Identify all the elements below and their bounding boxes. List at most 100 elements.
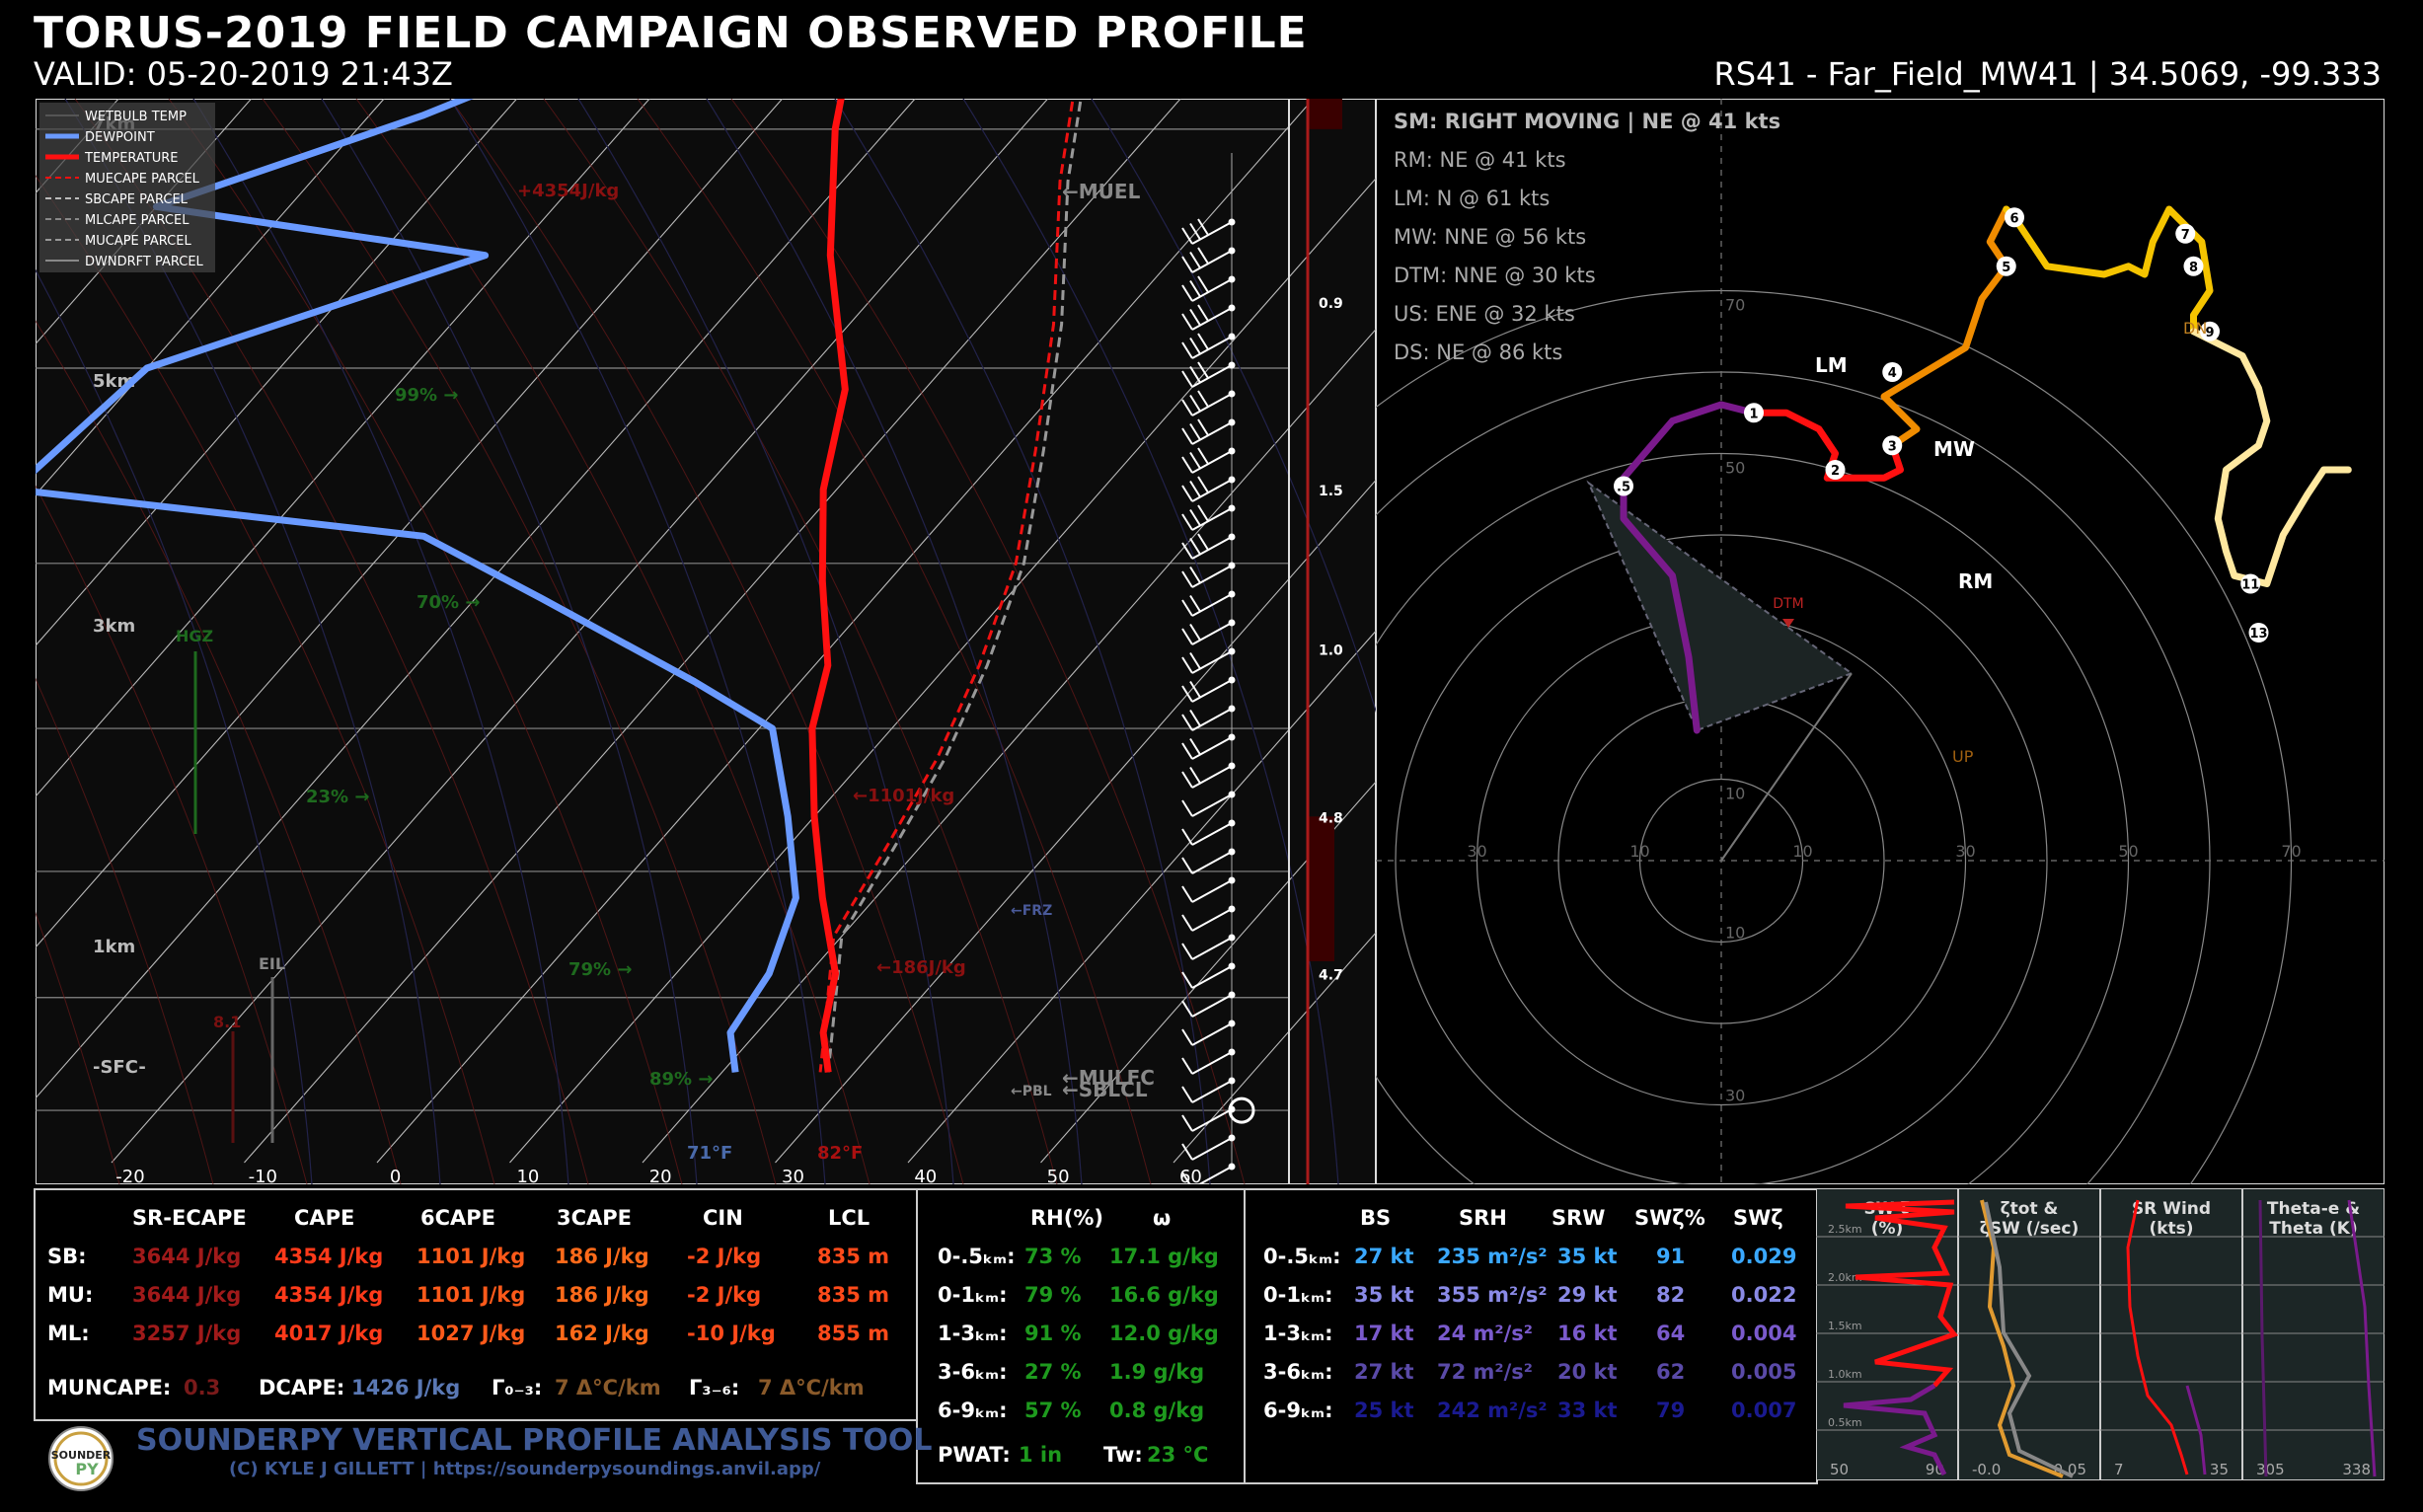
srwind-trace-low (2185, 1385, 2207, 1475)
kinematic-cell: 0.007 (1731, 1399, 1797, 1422)
temp-tick-label: 10 (516, 1167, 539, 1184)
wind-barb-flag (1181, 656, 1193, 674)
wind-barb-flag (1189, 737, 1201, 756)
hdr-swz: SWζ (1733, 1206, 1783, 1230)
thermo-cell: 835 m (817, 1245, 890, 1268)
hdr-6cape: 6CAPE (420, 1206, 496, 1230)
footer-title: SOUNDERPY VERTICAL PROFILE ANALYSIS TOOL (136, 1423, 933, 1458)
wind-barb-flag (1189, 537, 1201, 556)
kinematic-cell: 242 m²/s² (1437, 1399, 1548, 1422)
wind-barb-flag (1181, 714, 1193, 731)
dcape-value: 1426 J/kg (351, 1376, 461, 1399)
mini-title: (%) (1871, 1219, 1904, 1239)
wind-barb (1191, 336, 1233, 359)
wind-barb-flag (1189, 251, 1201, 269)
height-marker-label: 8 (2189, 261, 2198, 275)
mini-height-label: 1.0km (1828, 1368, 1862, 1381)
height-marker (1744, 403, 1764, 423)
wind-barb-flag (1197, 504, 1209, 522)
dry-adiabat (637, 99, 1152, 1184)
wind-barb (1191, 908, 1233, 932)
wind-barb-flag (1197, 390, 1209, 408)
hodo-axis-label: 70 (1725, 296, 1745, 315)
wind-barb (1191, 393, 1233, 416)
wind-barb-flag (1181, 341, 1193, 359)
station-info: RS41 - Far_Field_MW41 | 34.5069, -99.333 (1713, 55, 2382, 93)
kinematic-cell: 62 (1656, 1360, 1686, 1384)
wind-barb (1191, 479, 1233, 502)
wind-barb (1191, 622, 1233, 645)
dry-adiabat (168, 99, 683, 1184)
wind-barb-flag (1181, 828, 1193, 846)
dry-adiabat (355, 99, 871, 1184)
wind-barb-flag (1181, 943, 1193, 960)
gamma03-label: Γ₀₋₃: (492, 1376, 543, 1399)
wind-barb-flag (1181, 284, 1193, 302)
wind-barb (1191, 450, 1233, 474)
mw-marker: MW (1933, 437, 1975, 461)
hodo-trace (1880, 205, 2010, 449)
moisture-cell: 17.1 g/kg (1109, 1245, 1219, 1268)
wind-barb (1191, 822, 1233, 846)
storm-motion-vector (1720, 672, 1853, 862)
dcape-label: DCAPE: (259, 1376, 345, 1399)
isotherm-line (111, 99, 1049, 1164)
dtm-marker: DTM (1773, 596, 1803, 612)
hdr-lcl: LCL (828, 1206, 871, 1230)
svg-text:SOUNDER: SOUNDER (51, 1449, 112, 1462)
legend-item: WETBULB TEMP (85, 110, 187, 124)
hodo-axis-label: 10 (1629, 842, 1649, 861)
height-marker-label: 1 (1749, 407, 1758, 421)
height-marker (2175, 223, 2196, 244)
thermo-cell: 855 m (817, 1322, 890, 1345)
kinematic-cell: 6-9ₖₘ: (1263, 1399, 1333, 1422)
wind-barb-flag (1181, 1114, 1193, 1132)
height-marker-label: 3 (1888, 439, 1897, 454)
wind-barb-flag (1181, 857, 1193, 874)
moist-adiabat (834, 99, 1211, 1184)
wind-barb (1191, 421, 1233, 445)
wind-barb (1191, 593, 1233, 617)
height-marker-label: .5 (1617, 481, 1630, 495)
wind-barb (1191, 965, 1233, 989)
height-label: -SFC- (93, 1057, 146, 1078)
thermo-cell: 1101 J/kg (416, 1245, 526, 1268)
temp-tick-label: 40 (914, 1167, 937, 1184)
storm-motion-ds: DS: NE @ 86 kts (1394, 340, 1563, 364)
thermo-cell: 186 J/kg (555, 1245, 649, 1268)
hdr-bs: BS (1360, 1206, 1392, 1230)
wind-barb (1191, 250, 1233, 273)
wind-barb-flag (1189, 365, 1201, 384)
height-marker-label: 13 (2249, 627, 2267, 642)
up-marker: UP (1952, 747, 1974, 766)
legend-item: DWNDRFT PARCEL (85, 255, 204, 269)
temp-tick-label: -10 (249, 1167, 277, 1184)
wind-barb-flag (1181, 513, 1193, 531)
wind-barb-flag (1197, 418, 1209, 436)
wind-barb (1191, 708, 1233, 731)
wind-barb-flag (1181, 771, 1193, 789)
wind-barb-flag (1181, 685, 1193, 703)
page-title: TORUS-2019 FIELD CAMPAIGN OBSERVED PROFI… (34, 8, 1308, 58)
moisture-cell: 12.0 g/kg (1109, 1322, 1219, 1345)
valid-time: VALID: 05-20-2019 21:43Z (34, 55, 453, 93)
wind-barb (1191, 994, 1233, 1018)
mu-parcel-line (818, 99, 1075, 1073)
lapse-rate-bar (1309, 99, 1342, 129)
isotherm-line (36, 99, 650, 797)
dry-adiabat (449, 99, 964, 1184)
hodo-axis-label: 30 (1467, 842, 1486, 861)
legend-item: MUECAPE PARCEL (85, 172, 200, 187)
muncape-label: MUNCAPE: (47, 1376, 172, 1399)
height-marker (1825, 460, 1846, 480)
kinematic-cell: 29 kt (1557, 1283, 1618, 1307)
wind-barb-flag (1197, 304, 1209, 322)
mini-height-label: 2.5km (1828, 1223, 1862, 1236)
hodo-axis-label: 10 (1725, 785, 1745, 803)
thermo-row-label: MU: (47, 1283, 94, 1307)
rm-marker: RM (1958, 569, 1993, 593)
wind-barb-flag (1181, 427, 1193, 445)
wind-barb-flag (1189, 623, 1201, 642)
hodo-axis-label: 50 (2118, 842, 2138, 861)
hodograph: 10101010303030305050505070707070 .512345… (1376, 99, 2385, 1184)
